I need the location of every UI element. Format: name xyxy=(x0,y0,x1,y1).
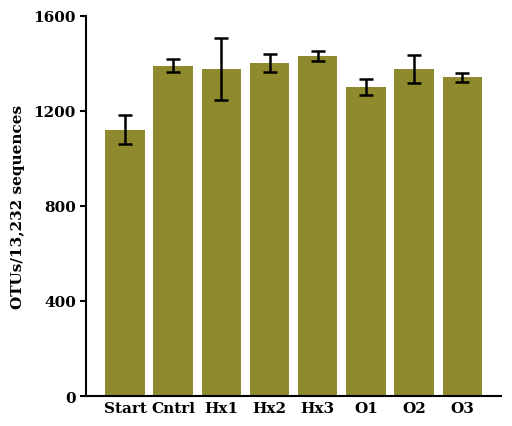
Bar xyxy=(394,70,434,396)
Bar xyxy=(442,78,482,396)
Bar xyxy=(105,130,145,396)
Bar xyxy=(154,66,193,396)
Bar xyxy=(346,88,386,396)
Bar xyxy=(250,64,289,396)
Bar xyxy=(298,57,337,396)
Bar xyxy=(202,70,241,396)
Y-axis label: OTUs/13,232 sequences: OTUs/13,232 sequences xyxy=(11,104,25,308)
